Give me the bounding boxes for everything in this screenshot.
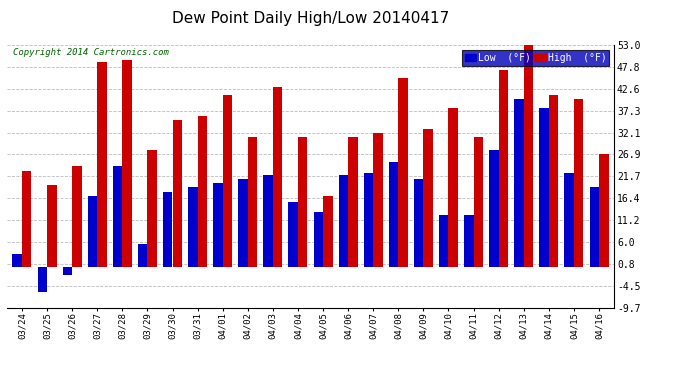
Bar bbox=[339, 175, 348, 267]
Bar bbox=[574, 99, 584, 267]
Bar bbox=[213, 183, 223, 267]
Bar bbox=[273, 87, 282, 267]
Bar bbox=[88, 196, 97, 267]
Bar bbox=[163, 192, 172, 267]
Bar bbox=[323, 196, 333, 267]
Bar bbox=[313, 213, 323, 267]
Bar bbox=[63, 267, 72, 275]
Bar bbox=[398, 78, 408, 267]
Legend: Low  (°F), High  (°F): Low (°F), High (°F) bbox=[462, 50, 609, 66]
Bar bbox=[473, 137, 483, 267]
Bar bbox=[464, 214, 473, 267]
Bar bbox=[549, 95, 558, 267]
Bar bbox=[197, 116, 207, 267]
Bar bbox=[489, 150, 499, 267]
Bar bbox=[188, 188, 197, 267]
Bar bbox=[172, 120, 182, 267]
Text: Copyright 2014 Cartronics.com: Copyright 2014 Cartronics.com bbox=[13, 48, 169, 57]
Bar bbox=[97, 62, 107, 267]
Bar bbox=[22, 171, 32, 267]
Bar bbox=[238, 179, 248, 267]
Bar bbox=[223, 95, 233, 267]
Bar bbox=[122, 60, 132, 267]
Bar bbox=[148, 150, 157, 267]
Bar bbox=[264, 175, 273, 267]
Bar bbox=[37, 267, 47, 292]
Bar bbox=[589, 188, 599, 267]
Bar bbox=[524, 41, 533, 267]
Bar bbox=[424, 129, 433, 267]
Bar bbox=[298, 137, 308, 267]
Bar bbox=[514, 99, 524, 267]
Bar bbox=[364, 173, 373, 267]
Bar bbox=[599, 154, 609, 267]
Bar bbox=[414, 179, 424, 267]
Text: Dew Point Daily High/Low 20140417: Dew Point Daily High/Low 20140417 bbox=[172, 11, 449, 26]
Bar bbox=[47, 185, 57, 267]
Bar bbox=[373, 133, 383, 267]
Bar bbox=[388, 162, 398, 267]
Bar bbox=[348, 137, 357, 267]
Bar bbox=[448, 108, 458, 267]
Bar bbox=[499, 70, 509, 267]
Bar bbox=[72, 166, 81, 267]
Bar bbox=[112, 166, 122, 267]
Bar bbox=[288, 202, 298, 267]
Bar bbox=[540, 108, 549, 267]
Bar bbox=[439, 214, 449, 267]
Bar bbox=[564, 173, 574, 267]
Bar bbox=[138, 244, 148, 267]
Bar bbox=[12, 254, 22, 267]
Bar bbox=[248, 137, 257, 267]
